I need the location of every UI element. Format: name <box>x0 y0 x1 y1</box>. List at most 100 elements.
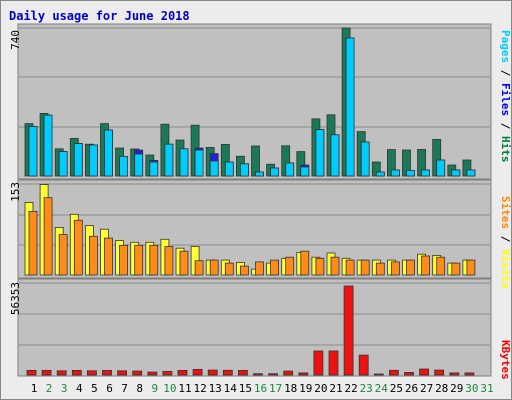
day-label-18: 18 <box>284 382 297 395</box>
day-label-31: 31 <box>480 382 493 395</box>
day-label-8: 8 <box>136 382 143 395</box>
top-bar-pages-day-16 <box>255 171 264 177</box>
middle-bar-sites-day-26 <box>406 259 415 276</box>
bottom-bar-kbytes-day-1 <box>26 369 37 376</box>
top-bar-pages-day-3 <box>58 151 68 177</box>
top-bar-pages-day-25 <box>390 169 400 177</box>
bottom-bar-kbytes-day-16 <box>253 373 263 376</box>
top-bar-pages-day-4 <box>73 143 83 177</box>
bottom-bar-kbytes-day-9 <box>147 371 158 376</box>
top-bar-pages-day-30 <box>466 169 476 177</box>
middle-bar-sites-day-15 <box>239 265 249 276</box>
top-bar-pages-day-10 <box>164 143 174 177</box>
bottom-bar-kbytes-day-11 <box>177 369 188 376</box>
middle-legend: Sites / Visits <box>499 196 512 289</box>
day-label-22: 22 <box>344 382 357 395</box>
bottom-bar-kbytes-day-18 <box>283 370 294 376</box>
bottom-bar-kbytes-day-25 <box>388 369 399 376</box>
top-legend-part-3: / <box>499 116 512 136</box>
bottom-max-label: 56353 <box>9 282 22 315</box>
bottom-bar-kbytes-day-17 <box>268 373 279 376</box>
panel-top: 740 Pages / Files / Hits <box>9 23 512 180</box>
middle-legend-part-1: / <box>499 229 512 249</box>
day-label-17: 17 <box>269 382 282 395</box>
top-bar-pages-day-1 <box>28 126 38 177</box>
middle-bar-sites-day-8 <box>134 244 144 276</box>
day-label-10: 10 <box>163 382 176 395</box>
middle-bar-sites-day-2 <box>43 197 53 276</box>
top-bar-pages-day-11 <box>179 148 189 177</box>
top-bar-pages-day-14 <box>224 161 234 177</box>
day-label-11: 11 <box>178 382 191 395</box>
day-label-6: 6 <box>106 382 113 395</box>
middle-bar-sites-day-19 <box>300 250 310 276</box>
bottom-bar-kbytes-day-24 <box>373 373 384 376</box>
day-label-16: 16 <box>254 382 267 395</box>
middle-bar-sites-day-27 <box>421 255 431 276</box>
top-bar-pages-day-22 <box>345 37 355 177</box>
day-label-28: 28 <box>435 382 448 395</box>
top-legend-part-1: / <box>499 63 512 83</box>
top-legend-part-4: Hits <box>499 136 512 163</box>
top-bar-pages-day-13 <box>209 160 219 177</box>
top-legend-part-0: Pages <box>499 30 512 63</box>
top-bars <box>19 27 490 177</box>
top-bar-hits-day-16 <box>251 145 260 177</box>
top-bar-pages-day-19 <box>300 166 310 177</box>
bottom-bar-kbytes-day-29 <box>449 372 460 376</box>
bottom-bar-kbytes-day-28 <box>434 369 445 376</box>
top-bar-pages-day-24 <box>375 171 385 177</box>
middle-bar-sites-day-7 <box>119 244 128 276</box>
top-bar-pages-day-29 <box>451 169 461 177</box>
day-label-12: 12 <box>193 382 206 395</box>
middle-bar-sites-day-9 <box>149 244 159 276</box>
top-bar-pages-day-5 <box>89 144 98 177</box>
bottom-legend: KBytes <box>499 340 512 380</box>
middle-bar-sites-day-14 <box>224 262 234 276</box>
middle-max-label: 153 <box>9 182 22 202</box>
middle-bar-sites-day-30 <box>466 259 476 276</box>
bottom-bar-kbytes-day-19 <box>298 372 309 376</box>
day-label-3: 3 <box>61 382 68 395</box>
top-bar-pages-day-27 <box>421 169 431 177</box>
bottom-bar-kbytes-day-4 <box>71 369 82 376</box>
day-label-27: 27 <box>420 382 433 395</box>
middle-bar-sites-day-4 <box>73 219 83 276</box>
bottom-bar-kbytes-day-7 <box>117 370 127 376</box>
bottom-bar-kbytes-day-15 <box>237 369 248 376</box>
top-bar-pages-day-6 <box>104 129 113 177</box>
top-legend: Pages / Files / Hits <box>499 30 512 163</box>
top-bar-pages-day-2 <box>43 114 53 177</box>
middle-bar-sites-day-18 <box>285 256 295 276</box>
middle-bar-sites-day-1 <box>28 210 38 276</box>
day-label-30: 30 <box>465 382 478 395</box>
bottom-bar-kbytes-day-20 <box>313 350 324 376</box>
middle-bar-sites-day-11 <box>179 250 189 276</box>
bottom-bar-kbytes-day-5 <box>87 370 97 376</box>
top-bar-pages-day-15 <box>239 163 249 177</box>
middle-bar-sites-day-3 <box>58 234 68 276</box>
day-labels: 1 2 3 4 5 6 7 8 9 10 11 12 13 14 15 16 17 18 19 20 21 22 23 24 2… <box>31 382 494 395</box>
middle-bar-sites-day-6 <box>104 237 113 276</box>
middle-bar-sites-day-16 <box>255 261 264 276</box>
day-label-4: 4 <box>76 382 83 395</box>
middle-bar-sites-day-23 <box>360 259 370 276</box>
middle-bar-sites-day-10 <box>164 246 174 276</box>
top-legend-part-2: Files <box>499 83 512 116</box>
bottom-bar-kbytes-day-12 <box>192 368 203 376</box>
bottom-bar-kbytes-day-6 <box>102 369 112 376</box>
chart-title: Daily usage for June 2018 <box>9 9 190 23</box>
day-label-15: 15 <box>239 382 252 395</box>
bottom-bar-kbytes-day-23 <box>358 354 369 376</box>
middle-bars <box>19 183 490 276</box>
bottom-bar-kbytes-day-10 <box>162 370 173 376</box>
bottom-legend-part-0: KBytes <box>499 340 512 380</box>
middle-legend-part-2: Visits <box>499 249 512 289</box>
day-label-2: 2 <box>46 382 53 395</box>
top-bar-pages-day-28 <box>436 159 446 177</box>
middle-bar-sites-day-5 <box>89 235 98 276</box>
bottom-bar-kbytes-day-30 <box>464 372 475 376</box>
day-label-1: 1 <box>31 382 38 395</box>
day-label-9: 9 <box>151 382 158 395</box>
top-bar-pages-day-20 <box>315 129 325 177</box>
